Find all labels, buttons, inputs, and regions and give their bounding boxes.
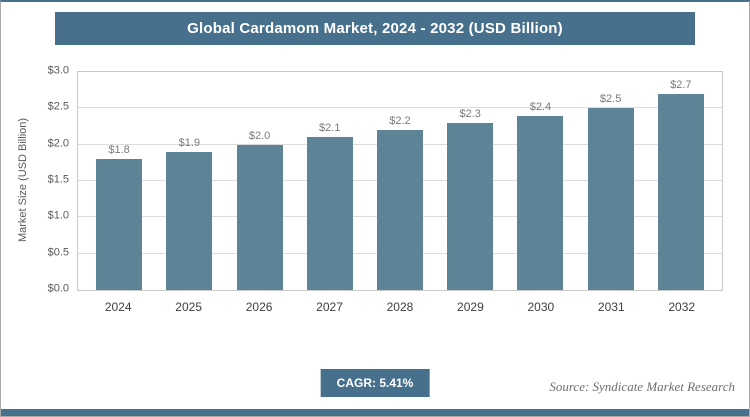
x-axis-label: 2028 xyxy=(386,300,414,314)
bar-value-label: $2.3 xyxy=(459,107,481,120)
bar xyxy=(657,93,704,290)
bar xyxy=(587,108,634,290)
bar-slot: $1.8 xyxy=(84,72,154,290)
chart-title-bar: Global Cardamom Market, 2024 - 2032 (USD… xyxy=(55,12,695,45)
y-tick-label: $1.5 xyxy=(47,173,69,186)
x-axis-label: 2030 xyxy=(527,300,555,314)
y-axis-title: Market Size (USD Billion) xyxy=(17,117,29,243)
bar-slot: $2.2 xyxy=(365,72,435,290)
bar-value-label: $2.2 xyxy=(389,115,411,128)
chart-title: Global Cardamom Market, 2024 - 2032 (USD… xyxy=(187,20,563,37)
bar-slot: $1.9 xyxy=(154,72,224,290)
plot-column: $1.8 $1.9 $2.0 $2.1 $2.2 $2.3 $2.4 $2.5 $2.7 202… xyxy=(77,71,723,314)
y-tick-label: $0.5 xyxy=(47,246,69,259)
y-tick-label: $2.0 xyxy=(47,137,69,150)
x-axis-label: 2024 xyxy=(104,300,132,314)
bar xyxy=(376,130,423,290)
bar-value-label: $1.8 xyxy=(108,144,130,157)
bottom-accent-strip xyxy=(1,409,749,416)
gridline xyxy=(78,107,722,109)
y-tick-label: $1.0 xyxy=(47,209,69,222)
x-axis-labels: 2024 2025 2026 2027 2028 2029 2030 2031 2032 xyxy=(77,300,723,314)
chart-area: Market Size (USD Billion) $0.0 $0.5 $1.0 $1… xyxy=(13,65,723,314)
bar xyxy=(306,137,353,290)
bar-slot: $2.4 xyxy=(505,72,575,290)
bar-value-label: $2.1 xyxy=(319,122,341,135)
y-axis-ticks: $0.0 $0.5 $1.0 $1.5 $2.0 $2.5 $3.0 xyxy=(33,65,77,294)
bar-value-label: $2.5 xyxy=(599,93,622,106)
x-axis-label: 2032 xyxy=(668,300,696,314)
bar-value-label: $2.7 xyxy=(670,78,692,91)
chart-footer: CAGR: 5.41% Source: Syndicate Market Res… xyxy=(1,369,749,399)
source-text: Source: Syndicate Market Research xyxy=(549,379,735,394)
plot-area: $1.8 $1.9 $2.0 $2.1 $2.2 $2.3 $2.4 $2.5 $2.7 xyxy=(77,71,723,291)
x-axis-label: 2027 xyxy=(316,300,343,314)
x-axis-label: 2029 xyxy=(457,300,484,314)
bar-value-label: $2.4 xyxy=(529,100,552,113)
bar xyxy=(517,115,564,290)
bar xyxy=(96,159,143,290)
y-tick-label: $2.5 xyxy=(47,100,69,113)
y-tick-label: $3.0 xyxy=(47,64,69,77)
bar-slot: $2.3 xyxy=(435,72,505,290)
x-axis-label: 2025 xyxy=(175,300,202,314)
bar-value-label: $1.9 xyxy=(178,136,201,149)
cagr-badge: CAGR: 5.41% xyxy=(320,369,430,397)
bar xyxy=(447,122,494,290)
bar xyxy=(236,144,283,290)
bar-slot: $2.7 xyxy=(646,72,716,290)
x-axis-label: 2031 xyxy=(597,300,625,314)
bar-value-label: $2.0 xyxy=(248,129,271,142)
bar-slot: $2.0 xyxy=(224,72,294,290)
x-axis-label: 2026 xyxy=(245,300,273,314)
y-axis-title-column: Market Size (USD Billion) xyxy=(13,71,33,314)
y-tick-label: $0.0 xyxy=(47,282,69,295)
bar xyxy=(166,151,213,290)
bar-slot: $2.1 xyxy=(295,72,365,290)
bar-slot: $2.5 xyxy=(576,72,646,290)
bars-container: $1.8 $1.9 $2.0 $2.1 $2.2 $2.3 $2.4 $2.5 $2.7 xyxy=(78,72,722,290)
